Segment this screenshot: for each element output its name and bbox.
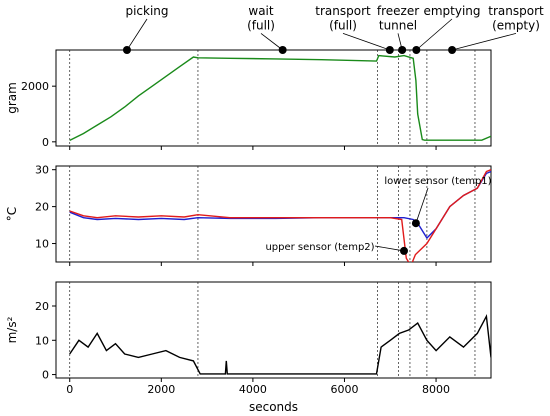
plot-frame (55, 49, 492, 147)
phase-label: emptying (423, 4, 480, 18)
x-tick-label: 2000 (147, 383, 175, 396)
x-tick-label: 6000 (330, 383, 358, 396)
phase-label: transport (empty) (488, 4, 544, 32)
series-line-1-0 (69, 54, 491, 142)
annotation-leader (451, 33, 517, 51)
plot-frame (55, 165, 492, 263)
series-line-3-0 (69, 313, 491, 375)
phase-label: picking (125, 4, 168, 18)
annotation-leader (374, 245, 405, 252)
y-tick-label: 10 (35, 238, 49, 251)
y-tick-label: 2000 (21, 80, 49, 93)
x-tick-label: 4000 (239, 383, 267, 396)
y-tick-label: 30 (35, 164, 49, 177)
annotation-leader (342, 33, 390, 51)
annotation-marker (398, 46, 407, 54)
phase-label: wait (full) (247, 4, 275, 32)
annotation-leader (416, 18, 453, 51)
x-tick-label: 0 (66, 383, 73, 396)
plot-frame (55, 281, 492, 379)
annotation-marker (400, 246, 408, 255)
annotation-marker (122, 46, 131, 54)
y-tick-label: 10 (35, 334, 49, 347)
annotation-leader (260, 33, 283, 51)
panel-2: 10 20 30 °C lower sensor (temp1) upper sensor… (5, 164, 492, 266)
annotation-leader (415, 187, 429, 224)
x-tick-label: 8000 (422, 383, 450, 396)
annotation-marker (385, 46, 394, 54)
sensor-annotation: upper sensor (temp2) (265, 242, 374, 253)
sensor-annotation: lower sensor (temp1) (384, 176, 491, 187)
annotation-marker (448, 46, 457, 54)
y-axis-label: gram (5, 82, 19, 114)
y-axis-label: m/s² (5, 316, 19, 343)
annotation-leader (126, 18, 148, 51)
x-axis-label: seconds (249, 400, 298, 414)
series-line-upper-sensor-temp2- (69, 169, 491, 262)
phase-label: freezer tunnel (377, 4, 419, 32)
y-tick-label: 20 (35, 300, 49, 313)
phase-label: transport (full) (315, 4, 371, 32)
annotation-marker (412, 46, 421, 54)
y-tick-label: 20 (35, 201, 49, 214)
panel-3: 0 10 20 0 2000 4000 6000 8000 m/s² (5, 281, 492, 396)
annotation-marker (411, 219, 420, 228)
y-tick-label: 0 (42, 369, 49, 382)
y-tick-label: 0 (42, 136, 49, 149)
y-axis-label: °C (5, 207, 19, 221)
annotation-marker (278, 46, 287, 54)
